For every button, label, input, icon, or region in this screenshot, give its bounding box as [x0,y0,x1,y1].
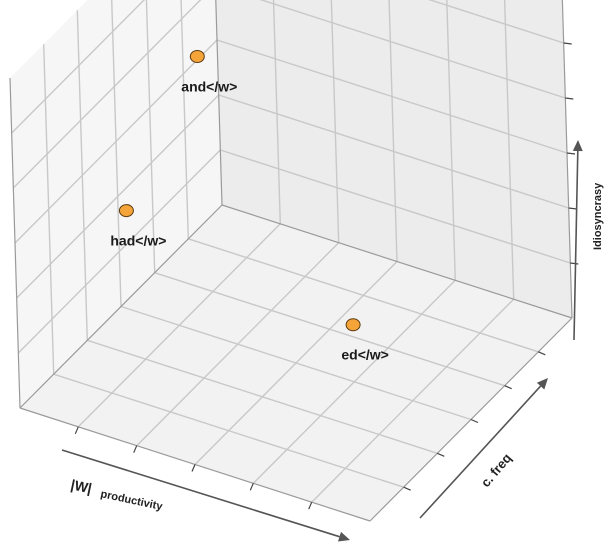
x-axis-tick [74,426,79,435]
y-axis-arrow [419,378,548,519]
axis-arrows [61,140,583,542]
pane-edge [221,204,573,319]
z-axis-arrow [572,140,583,341]
left-wall-grid-line [11,0,146,134]
x-axis-tick [249,483,254,491]
z-axis-tick [568,207,577,210]
x-axis-label-productivity: productivity [99,488,164,513]
pane-edge [9,77,21,409]
y-axis-tick [470,418,479,424]
left-wall-grid-line [180,0,189,239]
y-axis-tick [403,486,411,491]
x-axis-arrow-shaft [61,449,340,538]
left-wall-pane [10,0,222,408]
x-axis-label-w: |W| [69,476,93,496]
y-axis-label: c. freq [478,450,515,490]
y-axis-tick [437,452,445,457]
scatter-point [118,204,134,218]
point-label: had</w> [110,233,166,249]
pane-edge [19,204,223,409]
z-axis-label: Idiosyncrasy [592,182,604,250]
floor-grid-line [188,238,539,353]
y-axis-tick [538,351,546,356]
z-axis-arrow-head [572,140,583,152]
point-label: and</w> [181,79,237,95]
left-wall-grid-line [145,0,156,273]
z-axis-tick [570,262,579,265]
scatter-point [189,50,205,63]
y-axis-arrow-head [536,378,548,390]
x-axis-tick [133,445,138,453]
data-points: had</w> and</w> ed</w> [110,50,389,363]
y-axis-tick [504,385,512,390]
z-axis-tick [565,97,574,100]
grid-lines [11,0,571,503]
back-wall-grid-line [428,0,564,44]
z-axis-tick [566,152,576,155]
x-axis-arrow [61,449,350,542]
axis-ticks [74,42,579,510]
y-axis-arrow-shaft [419,385,542,519]
z-axis-arrow-shaft [573,150,579,341]
x-axis-tick [191,464,196,472]
pane-edge [215,0,223,206]
x-axis-tick [308,501,313,510]
scatter-point [345,318,361,332]
z-axis-tick [563,42,572,45]
point-label: ed</w> [341,347,388,363]
x-axis-arrow-head [338,531,350,542]
